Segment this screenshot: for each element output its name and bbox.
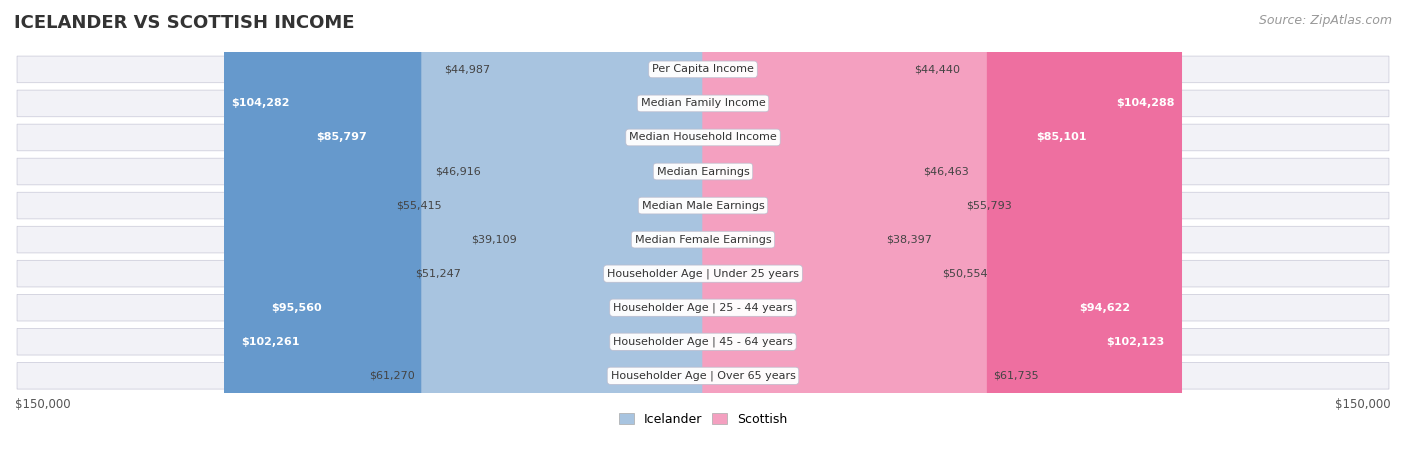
FancyBboxPatch shape (17, 328, 1389, 355)
Text: $85,101: $85,101 (1036, 133, 1087, 142)
Text: Median Household Income: Median Household Income (628, 133, 778, 142)
Text: $46,463: $46,463 (922, 167, 969, 177)
Text: $104,282: $104,282 (232, 99, 290, 108)
FancyBboxPatch shape (703, 0, 1182, 467)
Text: $61,735: $61,735 (993, 371, 1039, 381)
FancyBboxPatch shape (703, 0, 987, 467)
Text: Median Female Earnings: Median Female Earnings (634, 234, 772, 245)
Text: $104,288: $104,288 (1116, 99, 1174, 108)
Text: $150,000: $150,000 (1336, 398, 1391, 411)
FancyBboxPatch shape (703, 0, 907, 467)
FancyBboxPatch shape (422, 0, 703, 467)
FancyBboxPatch shape (449, 0, 703, 467)
FancyBboxPatch shape (264, 0, 703, 467)
FancyBboxPatch shape (17, 90, 1389, 117)
FancyBboxPatch shape (703, 0, 935, 467)
FancyBboxPatch shape (496, 0, 703, 467)
Text: ICELANDER VS SCOTTISH INCOME: ICELANDER VS SCOTTISH INCOME (14, 14, 354, 32)
FancyBboxPatch shape (17, 192, 1389, 219)
FancyBboxPatch shape (17, 124, 1389, 151)
FancyBboxPatch shape (17, 294, 1389, 321)
Text: Householder Age | Under 25 years: Householder Age | Under 25 years (607, 269, 799, 279)
Text: $51,247: $51,247 (415, 269, 461, 279)
FancyBboxPatch shape (17, 261, 1389, 287)
FancyBboxPatch shape (703, 0, 1137, 467)
FancyBboxPatch shape (703, 0, 880, 467)
FancyBboxPatch shape (703, 0, 917, 467)
Text: Median Male Earnings: Median Male Earnings (641, 200, 765, 211)
Text: $39,109: $39,109 (471, 234, 517, 245)
Text: Householder Age | 45 - 64 years: Householder Age | 45 - 64 years (613, 337, 793, 347)
Text: $150,000: $150,000 (15, 398, 70, 411)
FancyBboxPatch shape (17, 158, 1389, 185)
FancyBboxPatch shape (703, 0, 1094, 467)
Text: Median Family Income: Median Family Income (641, 99, 765, 108)
FancyBboxPatch shape (309, 0, 703, 467)
Text: $61,270: $61,270 (370, 371, 415, 381)
FancyBboxPatch shape (233, 0, 703, 467)
FancyBboxPatch shape (486, 0, 703, 467)
Text: $55,793: $55,793 (966, 200, 1011, 211)
FancyBboxPatch shape (467, 0, 703, 467)
Text: $85,797: $85,797 (316, 133, 367, 142)
Text: Householder Age | Over 65 years: Householder Age | Over 65 years (610, 370, 796, 381)
FancyBboxPatch shape (703, 0, 1173, 467)
Text: $44,987: $44,987 (444, 64, 489, 74)
Text: $50,554: $50,554 (942, 269, 987, 279)
FancyBboxPatch shape (523, 0, 703, 467)
Text: $94,622: $94,622 (1078, 303, 1130, 313)
FancyBboxPatch shape (703, 0, 959, 467)
FancyBboxPatch shape (17, 362, 1389, 389)
Text: Median Earnings: Median Earnings (657, 167, 749, 177)
FancyBboxPatch shape (17, 56, 1389, 83)
FancyBboxPatch shape (224, 0, 703, 467)
Text: $38,397: $38,397 (886, 234, 932, 245)
FancyBboxPatch shape (17, 226, 1389, 253)
Text: Householder Age | 25 - 44 years: Householder Age | 25 - 44 years (613, 303, 793, 313)
Legend: Icelander, Scottish: Icelander, Scottish (613, 408, 793, 431)
Text: $95,560: $95,560 (271, 303, 322, 313)
Text: Source: ZipAtlas.com: Source: ZipAtlas.com (1258, 14, 1392, 27)
Text: Per Capita Income: Per Capita Income (652, 64, 754, 74)
Text: $102,261: $102,261 (240, 337, 299, 347)
Text: $46,916: $46,916 (436, 167, 481, 177)
Text: $55,415: $55,415 (396, 200, 441, 211)
Text: $44,440: $44,440 (914, 64, 960, 74)
Text: $102,123: $102,123 (1107, 337, 1164, 347)
